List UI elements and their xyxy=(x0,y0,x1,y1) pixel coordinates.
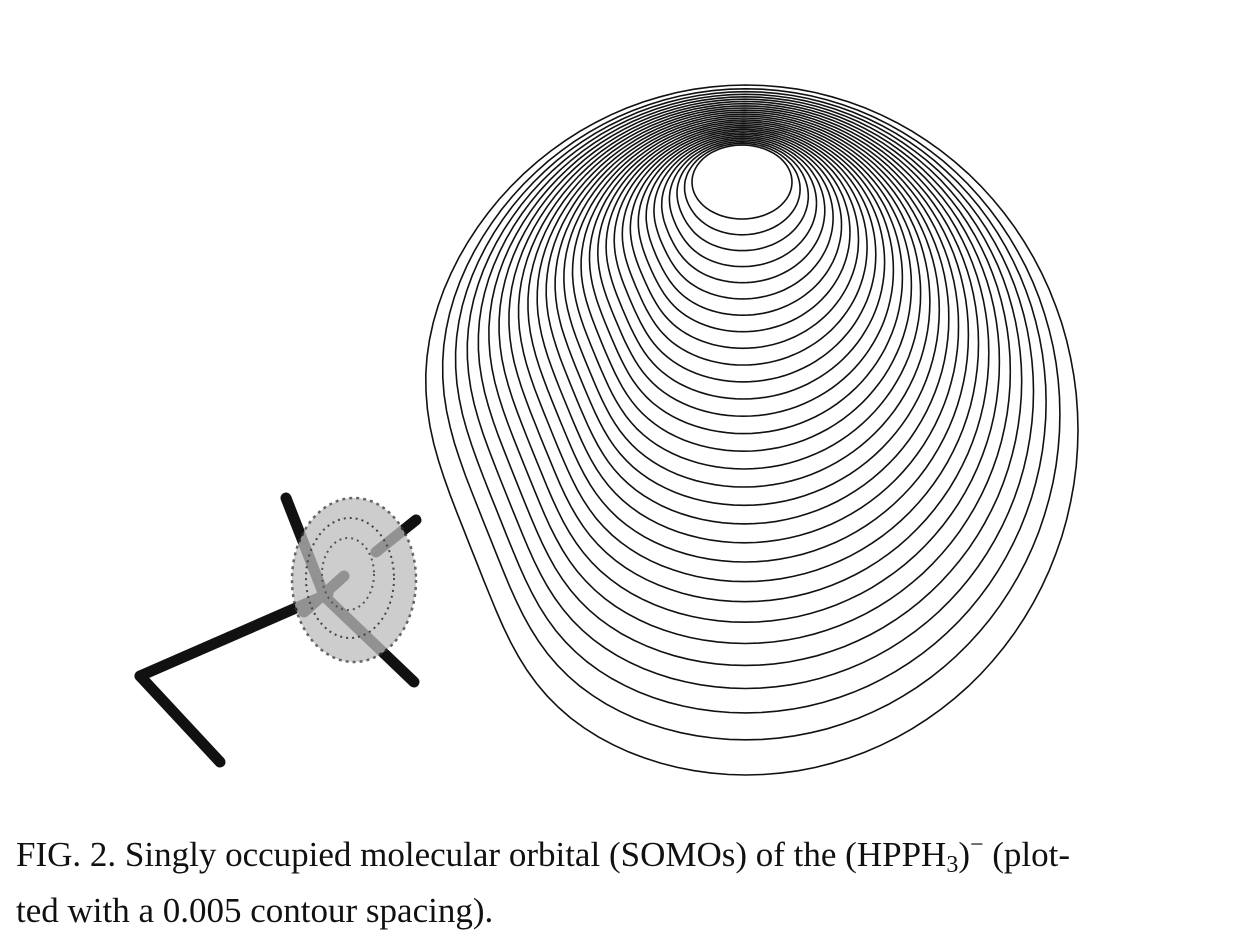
contour-line xyxy=(668,139,818,268)
contour-line xyxy=(629,130,860,350)
contour-line xyxy=(527,107,970,563)
contour-line xyxy=(571,117,922,470)
contour-line xyxy=(596,122,895,418)
contour-line xyxy=(477,95,1023,667)
figure-caption: FIG. 2. Singly occupied molecular orbita… xyxy=(16,822,1216,934)
contour-line xyxy=(508,102,990,603)
caption-superscript: − xyxy=(969,832,984,858)
small-orbital-lobe xyxy=(290,496,418,664)
contour-line xyxy=(653,135,834,300)
contour-line xyxy=(498,100,1001,624)
contour-line xyxy=(605,124,886,400)
contour-line xyxy=(554,113,941,507)
contour-line xyxy=(691,144,793,220)
contour-line xyxy=(660,137,826,284)
contour-line xyxy=(588,120,904,435)
contour-line xyxy=(424,84,1079,776)
caption-label: FIG. 2. xyxy=(16,835,117,874)
contour-line xyxy=(441,87,1061,741)
large-orbital-lobe xyxy=(424,84,1079,776)
caption-line-2: ted with a 0.005 contour spacing). xyxy=(16,891,494,930)
caption-after-subscript: ) xyxy=(958,835,970,874)
contour-line xyxy=(517,105,980,583)
contour-line xyxy=(454,90,1047,714)
orbital-figure xyxy=(134,84,1079,776)
contour-line xyxy=(683,142,801,236)
contour-line xyxy=(536,109,960,544)
contour-line xyxy=(466,93,1035,690)
caption-subscript: 3 xyxy=(946,852,959,878)
contour-line xyxy=(580,119,913,453)
bond-lower xyxy=(134,670,226,768)
caption-text: Singly occupied molecular orbital (SOMOs… xyxy=(124,835,947,874)
contour-line xyxy=(545,111,950,525)
contour-line xyxy=(676,140,810,252)
contour-line xyxy=(613,126,877,383)
contour-line xyxy=(621,128,868,366)
contour-line xyxy=(637,131,851,333)
contour-line xyxy=(563,115,931,488)
contour-line xyxy=(488,98,1012,645)
caption-text-end: (plot- xyxy=(992,835,1071,874)
contour-line xyxy=(645,133,843,317)
